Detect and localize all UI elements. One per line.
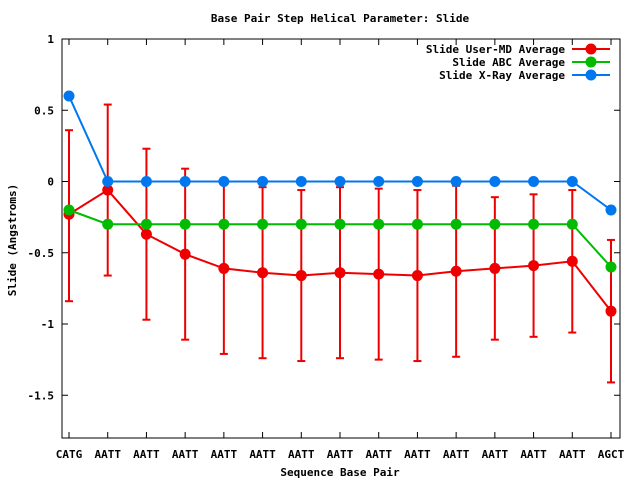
data-point [179,218,191,230]
data-point [605,261,617,273]
data-point [179,176,191,187]
data-point [218,176,230,187]
data-point [295,270,307,282]
y-axis: 1 0.5 0 -0.5 -1 -1.5 [28,33,620,402]
data-point [411,218,423,230]
y-tick-label: -0.5 [28,247,55,260]
y-tick-label: 0.5 [34,104,54,117]
data-point [566,218,578,230]
y-tick-label: 0 [47,176,54,189]
data-point [334,176,346,187]
data-point [566,255,578,267]
data-point [295,218,307,230]
y-tick-label: -1.5 [28,389,55,402]
x-axis-label: Sequence Base Pair [280,466,400,479]
x-tick-label: AATT [211,448,238,461]
series-2 [63,90,617,216]
data-point [450,218,462,230]
data-point [450,176,462,187]
x-tick-label: AATT [365,448,392,461]
data-point [489,262,501,274]
series-0 [63,103,617,384]
data-point [257,267,269,279]
data-point [334,218,346,230]
data-point [605,305,617,317]
data-point [528,218,540,230]
legend-label: Slide ABC Average [452,56,565,69]
data-point [411,270,423,282]
data-point [528,260,540,272]
data-point [605,204,617,216]
plot-frame [61,38,621,439]
x-tick-label: CATG [56,448,83,461]
data-point [528,176,540,187]
data-point [102,184,114,196]
data-point [102,176,114,187]
series-1 [63,204,617,273]
x-axis: CATG AATT AATT AATT AATT AATT AATT AATT AATT AATT… [56,39,625,461]
legend-swatch-point [585,69,597,81]
data-point [140,176,152,187]
x-tick-label: AATT [559,448,586,461]
x-tick-label: AATT [133,448,160,461]
x-tick-label: AATT [520,448,547,461]
data-point [411,176,423,187]
x-tick-label: AATT [249,448,276,461]
legend-swatch-point [585,56,597,68]
y-axis-label: Slide (Angstroms) [6,184,19,297]
data-point [489,218,501,230]
data-point [63,90,75,102]
data-point [218,262,230,274]
x-tick-label: AATT [482,448,509,461]
data-point [140,228,152,240]
x-tick-label: AATT [327,448,354,461]
data-point [179,248,191,260]
legend-swatch-point [585,43,597,55]
data-point [373,218,385,230]
data-point [373,176,385,187]
y-tick-label: -1 [41,318,55,331]
data-point [140,218,152,230]
x-tick-label: AGCT [598,448,625,461]
series-layer [63,90,617,384]
x-tick-label: AATT [94,448,121,461]
data-point [450,265,462,277]
data-point [218,218,230,230]
x-tick-label: AATT [443,448,470,461]
data-point [63,204,75,216]
y-tick-label: 1 [47,33,54,46]
data-point [295,176,307,187]
legend-label: Slide User-MD Average [426,43,565,56]
x-tick-label: AATT [172,448,199,461]
data-point [489,176,501,187]
legend-label: Slide X-Ray Average [439,69,565,82]
x-tick-label: AATT [404,448,431,461]
data-point [257,218,269,230]
chart-title: Base Pair Step Helical Parameter: Slide [211,12,470,25]
data-point [566,176,578,187]
data-point [334,267,346,279]
data-point [373,268,385,280]
data-point [102,218,114,230]
x-tick-label: AATT [288,448,315,461]
data-point [257,176,269,187]
